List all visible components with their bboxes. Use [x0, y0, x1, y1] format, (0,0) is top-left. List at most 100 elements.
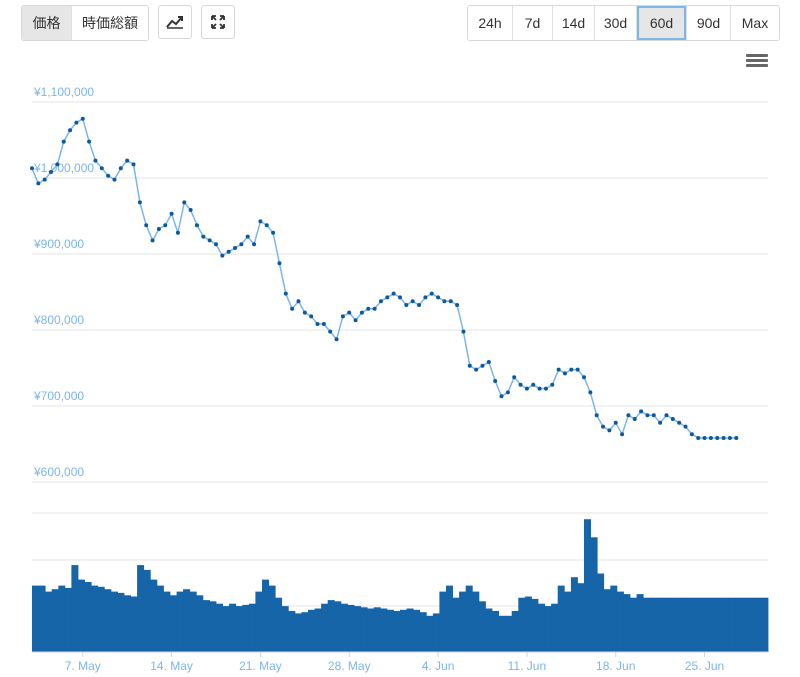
volume-bar	[748, 597, 756, 652]
volume-bar	[156, 585, 164, 652]
price-point	[239, 242, 244, 247]
price-point	[734, 436, 739, 440]
range-button-group: 24h 7d 14d 30d 60d 90d Max	[467, 5, 780, 41]
volume-bar	[58, 585, 66, 652]
tab-market-cap[interactable]: 時価総額	[72, 6, 148, 40]
volume-bar	[386, 609, 394, 652]
volume-bar	[255, 591, 263, 652]
price-point	[512, 375, 517, 380]
volume-bar	[682, 597, 690, 652]
volume-bar	[380, 608, 388, 652]
volume-bar	[492, 611, 499, 652]
volume-bar	[544, 606, 552, 652]
price-point	[372, 306, 377, 311]
volume-bar	[262, 579, 269, 652]
volume-bar	[722, 597, 729, 652]
volume-bar	[452, 597, 460, 652]
price-point	[258, 219, 263, 224]
volume-bar	[715, 597, 723, 652]
line-chart-icon	[166, 16, 183, 29]
volume-bar	[196, 595, 204, 652]
volume-bar	[702, 597, 710, 652]
price-point	[601, 424, 606, 429]
price-point	[163, 223, 168, 228]
volume-bar	[209, 601, 217, 652]
price-point	[353, 318, 358, 323]
price-point	[334, 337, 339, 342]
y-tick-label: ¥1,100,000	[33, 85, 94, 99]
volume-bar	[735, 597, 743, 652]
volume-bar	[78, 579, 85, 652]
price-point	[480, 363, 485, 368]
volume-bar	[281, 606, 289, 652]
volume-bar	[150, 579, 158, 652]
price-point	[30, 166, 34, 171]
price-point	[670, 417, 675, 421]
volume-bar	[137, 565, 145, 652]
volume-bar	[485, 608, 493, 652]
volume-bar	[616, 591, 624, 652]
volume-bar	[354, 606, 361, 652]
x-tick-label: 28. May	[328, 659, 371, 673]
price-point	[42, 177, 47, 182]
volume-bar	[294, 613, 302, 652]
price-point	[169, 211, 174, 216]
price-point	[245, 234, 250, 239]
volume-bar	[275, 597, 283, 652]
price-point	[645, 413, 650, 418]
line-chart-button[interactable]	[158, 5, 192, 39]
range-30d-button[interactable]: 30d	[595, 6, 637, 40]
volume-bar	[708, 597, 716, 652]
range-24h-button[interactable]: 24h	[468, 6, 513, 40]
hamburger-menu-icon[interactable]	[746, 52, 768, 70]
price-point	[613, 420, 618, 425]
volume-bar	[459, 591, 467, 652]
price-point	[55, 162, 60, 167]
volume-bar	[656, 597, 664, 652]
range-7d-button[interactable]: 7d	[513, 6, 553, 40]
y-tick-label: ¥700,000	[33, 389, 84, 403]
price-point	[493, 379, 498, 383]
price-point	[175, 230, 180, 235]
price-point	[188, 208, 193, 212]
price-point	[366, 306, 371, 311]
volume-bar	[419, 612, 427, 652]
price-point	[74, 120, 79, 125]
price-point	[467, 363, 472, 368]
range-14d-button[interactable]: 14d	[553, 6, 595, 40]
volume-bar	[124, 595, 131, 652]
range-90d-button[interactable]: 90d	[687, 6, 731, 40]
volume-bar	[662, 597, 670, 652]
volume-bar	[130, 596, 138, 652]
price-point	[290, 306, 295, 311]
price-point	[537, 386, 542, 391]
volume-bar	[248, 603, 256, 652]
volume-bar	[413, 609, 421, 652]
price-point	[455, 303, 460, 307]
volume-bar	[393, 611, 401, 652]
price-point	[664, 413, 669, 418]
volume-bar	[689, 597, 697, 652]
metric-tab-group: 価格 時価総額	[21, 5, 149, 41]
price-point	[61, 139, 66, 144]
price-point	[271, 230, 276, 235]
volume-bar	[570, 577, 578, 652]
price-point	[620, 432, 625, 437]
volume-bar	[426, 615, 434, 652]
volume-bar	[538, 603, 545, 652]
price-point	[328, 329, 333, 334]
volume-bars	[32, 519, 769, 652]
tab-price[interactable]: 価格	[22, 6, 72, 40]
price-point	[518, 382, 523, 387]
price-point	[448, 299, 453, 304]
price-point	[391, 291, 396, 296]
price-point	[607, 428, 612, 433]
expand-button[interactable]	[201, 5, 235, 39]
volume-bar	[373, 607, 381, 652]
volume-bar	[610, 585, 618, 652]
range-60d-button[interactable]: 60d	[637, 6, 687, 40]
price-point	[461, 329, 466, 334]
volume-bar	[64, 588, 72, 652]
range-max-button[interactable]: Max	[731, 6, 779, 40]
